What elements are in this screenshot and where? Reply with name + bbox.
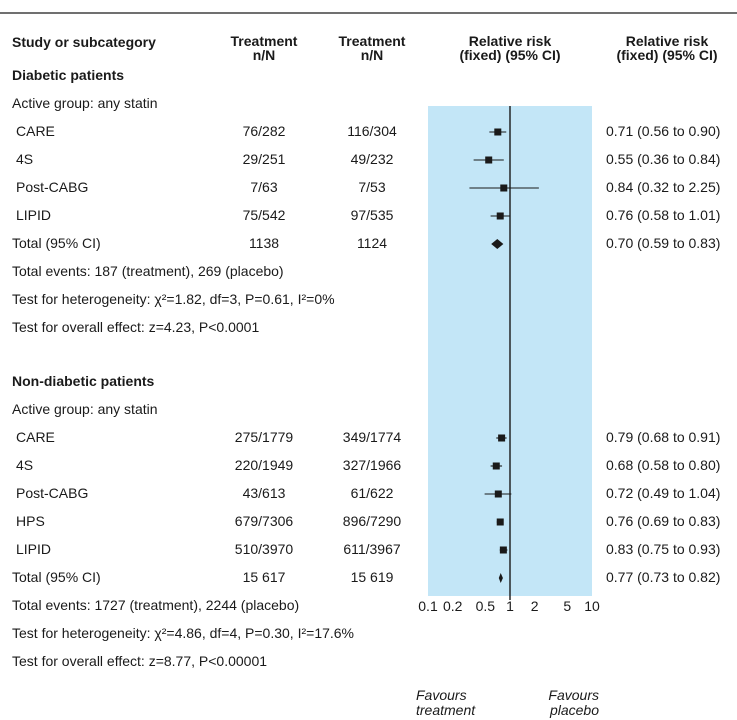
total-ci-text: 0.70 (0.59 to 0.83) xyxy=(606,235,721,251)
study-name: CARE xyxy=(16,123,55,139)
axis-tick-label: 0.2 xyxy=(442,598,463,614)
point-estimate xyxy=(498,434,506,442)
favours-left-line1: Favours xyxy=(416,687,467,703)
ci-text: 0.83 (0.75 to 0.93) xyxy=(606,541,721,557)
favours-right-line1: Favours xyxy=(548,687,599,703)
header-treatment-b-sub: n/N xyxy=(360,47,384,63)
control-count: 611/3967 xyxy=(343,541,401,557)
header-treatment-a: Treatment xyxy=(230,33,298,49)
control-count: 49/232 xyxy=(350,151,394,167)
header-rr-plot-sub: (fixed) (95% CI) xyxy=(459,47,561,63)
study-name: 4S xyxy=(16,151,34,167)
header-treatment-b: Treatment xyxy=(338,33,406,49)
treatment-count: 76/282 xyxy=(242,123,286,139)
pooled-diamond xyxy=(498,573,503,583)
total-control: 1124 xyxy=(356,235,388,251)
control-count: 896/7290 xyxy=(342,513,402,529)
point-estimate xyxy=(499,546,507,554)
ci-text: 0.79 (0.68 to 0.91) xyxy=(606,429,721,445)
favours-right-line2: placebo xyxy=(549,702,599,718)
ci-text: 0.55 (0.36 to 0.84) xyxy=(606,151,721,167)
treatment-count: 75/542 xyxy=(242,207,286,223)
subgroup-label: Active group: any statin xyxy=(12,401,158,417)
treatment-count: 220/1949 xyxy=(234,457,294,473)
study-name: HPS xyxy=(16,513,45,529)
stat-note: Test for heterogeneity: χ²=1.82, df=3, P… xyxy=(12,291,335,307)
control-count: 97/535 xyxy=(350,207,394,223)
study-name: 4S xyxy=(16,457,34,473)
section-title: Diabetic patients xyxy=(12,67,125,83)
treatment-count: 7/63 xyxy=(250,179,278,195)
ci-text: 0.76 (0.69 to 0.83) xyxy=(606,513,721,529)
header-rr-text-sub: (fixed) (95% CI) xyxy=(616,47,718,63)
treatment-count: 510/3970 xyxy=(234,541,294,557)
axis-tick-label: 0.5 xyxy=(475,598,496,614)
treatment-count: 29/251 xyxy=(242,151,286,167)
study-name: LIPID xyxy=(16,207,52,223)
point-estimate xyxy=(492,462,500,470)
subgroup-label: Active group: any statin xyxy=(12,95,158,111)
point-estimate xyxy=(494,490,502,498)
stat-note: Test for heterogeneity: χ²=4.86, df=4, P… xyxy=(12,625,355,641)
control-count: 116/304 xyxy=(347,123,397,139)
ci-text: 0.76 (0.58 to 1.01) xyxy=(606,207,721,223)
favours-treatment-label: Favours treatment xyxy=(416,688,475,718)
total-treatment: 15 617 xyxy=(242,569,286,585)
axis-tick-label: 1 xyxy=(506,598,514,614)
study-name: Post-CABG xyxy=(16,485,89,501)
study-name: CARE xyxy=(16,429,55,445)
point-estimate xyxy=(494,128,502,136)
control-count: 7/53 xyxy=(358,179,386,195)
pooled-diamond xyxy=(491,239,504,249)
point-estimate xyxy=(500,184,508,192)
ci-text: 0.72 (0.49 to 1.04) xyxy=(606,485,721,501)
axis-tick-label: 5 xyxy=(563,598,572,614)
total-label: Total (95% CI) xyxy=(12,235,101,251)
stat-note: Total events: 187 (treatment), 269 (plac… xyxy=(12,263,284,279)
axis-tick-label: 0.1 xyxy=(418,598,438,614)
section-title: Non-diabetic patients xyxy=(12,373,155,389)
favours-placebo-label: Favours placebo xyxy=(543,688,599,718)
total-label: Total (95% CI) xyxy=(12,569,101,585)
ci-text: 0.84 (0.32 to 2.25) xyxy=(606,179,721,195)
header-treatment-a-sub: n/N xyxy=(252,47,276,63)
header-study: Study or subcategory xyxy=(12,34,156,50)
control-count: 61/622 xyxy=(350,485,394,501)
total-ci-text: 0.77 (0.73 to 0.82) xyxy=(606,569,721,585)
stat-note: Total events: 1727 (treatment), 2244 (pl… xyxy=(12,597,300,613)
treatment-count: 679/7306 xyxy=(234,513,294,529)
study-name: LIPID xyxy=(16,541,52,557)
control-count: 349/1774 xyxy=(342,429,402,445)
header-rr-plot: Relative risk xyxy=(468,33,552,49)
point-estimate xyxy=(496,212,504,220)
total-control: 15 619 xyxy=(350,569,394,585)
treatment-count: 275/1779 xyxy=(234,429,294,445)
control-count: 327/1966 xyxy=(342,457,402,473)
total-treatment: 1138 xyxy=(248,235,280,251)
study-name: Post-CABG xyxy=(16,179,89,195)
stat-note: Test for overall effect: z=4.23, P<0.000… xyxy=(12,319,260,335)
axis-tick-label: 10 xyxy=(584,598,600,614)
axis-tick-label: 2 xyxy=(530,598,539,614)
ci-text: 0.71 (0.56 to 0.90) xyxy=(606,123,721,139)
point-estimate xyxy=(496,518,504,526)
treatment-count: 43/613 xyxy=(242,485,286,501)
ci-text: 0.68 (0.58 to 0.80) xyxy=(606,457,721,473)
favours-left-line2: treatment xyxy=(416,702,476,718)
stat-note: Test for overall effect: z=8.77, P<0.000… xyxy=(12,653,268,669)
header-rr-text: Relative risk xyxy=(625,33,709,49)
point-estimate xyxy=(485,156,493,164)
